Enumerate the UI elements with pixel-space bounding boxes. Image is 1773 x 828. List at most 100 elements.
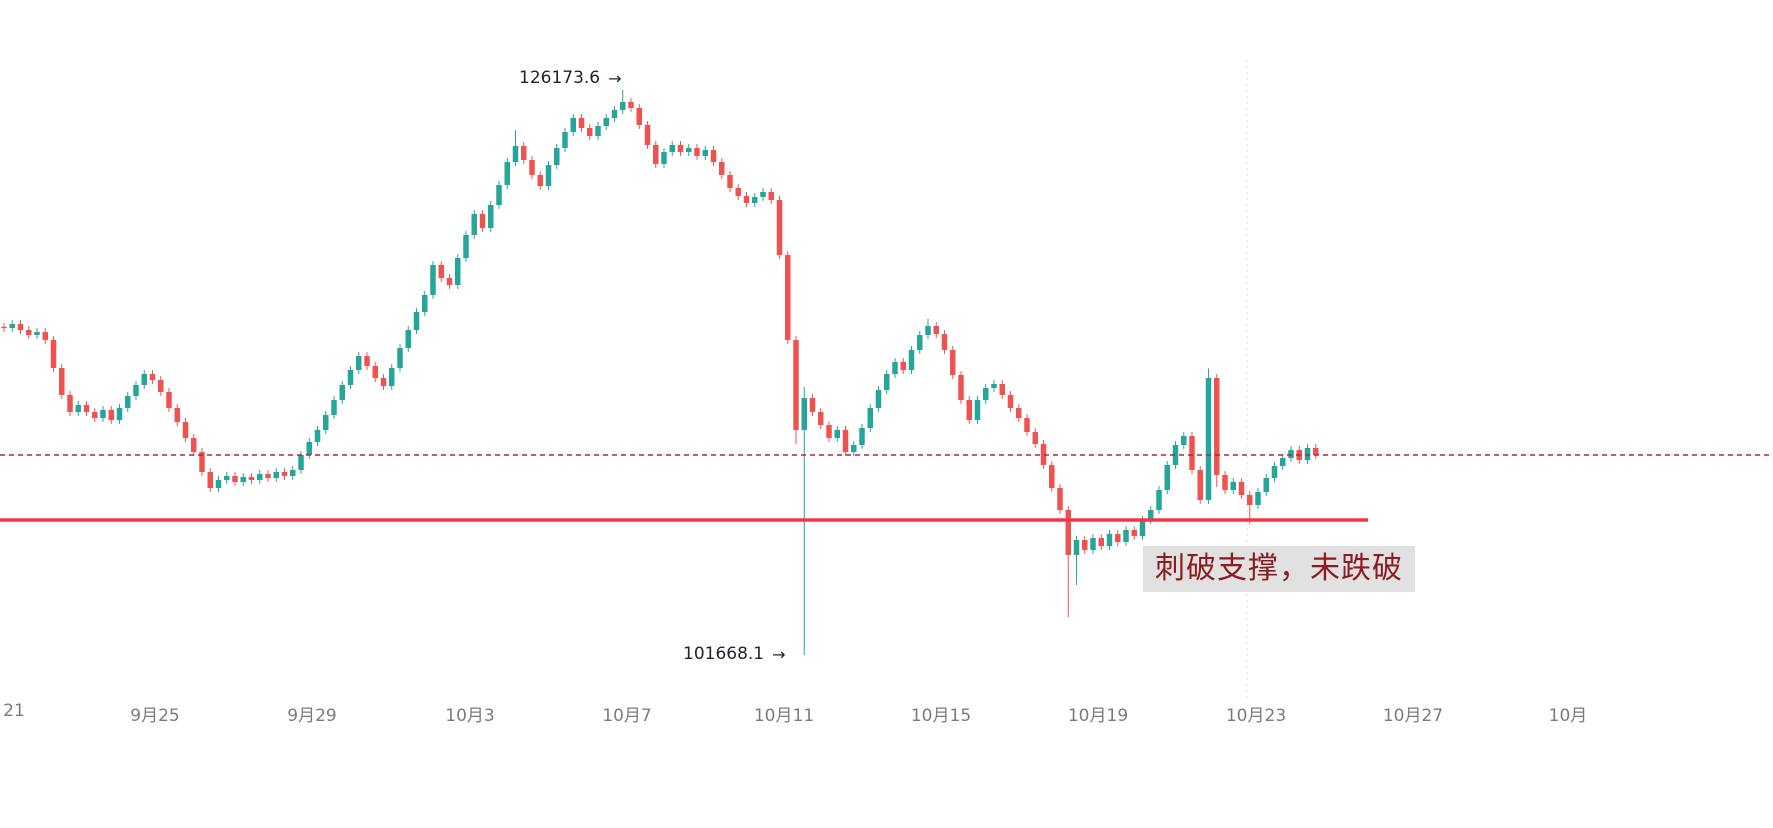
candle bbox=[488, 201, 494, 232]
candle-body bbox=[430, 264, 436, 295]
candle-body bbox=[768, 191, 774, 200]
candle bbox=[908, 346, 915, 374]
candle-body bbox=[1222, 475, 1228, 490]
candle-body bbox=[504, 161, 510, 185]
candle bbox=[174, 404, 180, 426]
candle bbox=[859, 424, 865, 449]
candle-body bbox=[1271, 465, 1278, 478]
candle-body bbox=[67, 394, 73, 412]
candle-body bbox=[884, 373, 890, 390]
support-annotation[interactable]: 刺破支撑，未跌破 bbox=[1143, 546, 1415, 592]
candle-body bbox=[323, 414, 329, 430]
candle-body bbox=[999, 383, 1005, 395]
candle-body bbox=[281, 471, 288, 476]
candle-body bbox=[1098, 537, 1104, 546]
candle-body bbox=[265, 473, 271, 478]
candle bbox=[884, 370, 890, 394]
candle-body bbox=[950, 349, 956, 375]
candle-body bbox=[364, 355, 370, 366]
candle-body bbox=[603, 117, 609, 126]
x-axis-label: 10月 bbox=[1548, 706, 1588, 726]
candle-body bbox=[17, 323, 24, 331]
candle-body bbox=[636, 107, 642, 125]
candle bbox=[372, 362, 378, 382]
candle-body bbox=[743, 195, 750, 203]
candle bbox=[521, 142, 527, 164]
candle bbox=[380, 374, 387, 390]
candle-body bbox=[793, 339, 799, 430]
candle-body bbox=[149, 373, 156, 380]
candle-body bbox=[859, 427, 865, 445]
candle-body bbox=[1, 326, 7, 329]
candle-body bbox=[512, 145, 519, 162]
candle-body bbox=[1082, 539, 1088, 550]
candle-body bbox=[867, 407, 873, 428]
candle bbox=[125, 392, 131, 412]
candle bbox=[1164, 461, 1170, 494]
candle-body bbox=[710, 149, 717, 162]
candle-body bbox=[570, 117, 576, 132]
candle bbox=[182, 418, 189, 442]
candle-body bbox=[215, 479, 222, 488]
candle-body bbox=[545, 164, 552, 186]
candle-body bbox=[471, 213, 477, 235]
candle bbox=[537, 171, 543, 190]
candle bbox=[1313, 444, 1319, 459]
candle bbox=[562, 128, 568, 152]
candle bbox=[232, 472, 238, 486]
candle bbox=[611, 106, 618, 122]
candle-body bbox=[908, 349, 915, 370]
candle bbox=[92, 408, 98, 422]
candle-body bbox=[1123, 529, 1129, 542]
candle-body bbox=[1156, 489, 1162, 511]
candle-body bbox=[339, 384, 345, 401]
candle-body bbox=[1065, 510, 1071, 555]
candle bbox=[727, 171, 733, 192]
candle-body bbox=[620, 102, 626, 111]
candle-body bbox=[1304, 447, 1311, 460]
candle-body bbox=[801, 397, 807, 430]
candle bbox=[224, 472, 230, 484]
time-axis[interactable]: 21 9月25 9月29 10月3 10月7 10月11 10月15 10月19 10月23 10… bbox=[0, 701, 1773, 729]
candle-body bbox=[661, 151, 667, 164]
candle bbox=[595, 122, 601, 140]
candle bbox=[1065, 506, 1071, 618]
candle-body bbox=[496, 184, 502, 205]
x-axis-label: 10月11 bbox=[753, 706, 815, 726]
candle-body bbox=[1090, 537, 1096, 550]
candle bbox=[240, 473, 246, 486]
candle bbox=[215, 476, 222, 492]
candle bbox=[26, 326, 32, 339]
candle bbox=[974, 396, 981, 424]
candle-body bbox=[1313, 447, 1319, 455]
candle-body bbox=[314, 429, 321, 442]
candle bbox=[578, 114, 585, 132]
candle bbox=[1288, 446, 1294, 462]
candle bbox=[1082, 536, 1088, 554]
candle-body bbox=[199, 451, 205, 472]
candle-body bbox=[422, 294, 428, 312]
x-axis-label: 10月19 bbox=[1067, 706, 1129, 726]
candle bbox=[413, 308, 420, 334]
candle-body bbox=[653, 144, 659, 164]
candle bbox=[446, 274, 453, 289]
candle bbox=[422, 291, 428, 316]
candle-body bbox=[224, 475, 230, 480]
candle-body bbox=[702, 149, 708, 156]
candle bbox=[677, 141, 684, 156]
candle bbox=[463, 231, 469, 262]
candle bbox=[347, 366, 354, 389]
candle bbox=[166, 388, 172, 412]
candle bbox=[818, 408, 824, 429]
candle bbox=[273, 468, 279, 482]
candle bbox=[83, 401, 90, 416]
candle bbox=[983, 384, 989, 404]
candle bbox=[248, 473, 255, 484]
candle bbox=[1106, 530, 1113, 550]
candle-body bbox=[875, 389, 882, 408]
candle bbox=[1073, 536, 1080, 586]
candle-body bbox=[917, 335, 923, 350]
candle-body bbox=[900, 362, 906, 370]
